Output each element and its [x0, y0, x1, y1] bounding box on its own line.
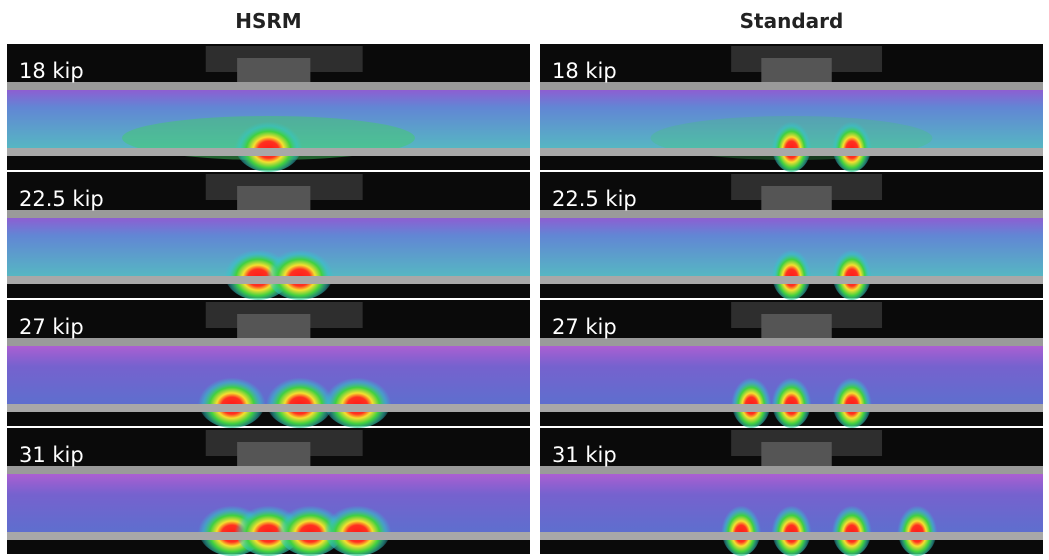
fixture [237, 58, 310, 82]
strain-hotspot [266, 244, 334, 300]
panel-label: 22.5 kip [19, 187, 104, 211]
fixture [237, 186, 310, 210]
panel-label: 18 kip [19, 59, 84, 83]
panel-label: 27 kip [552, 315, 617, 339]
strain-hotspot [323, 500, 391, 556]
strain-hotspot [897, 500, 937, 556]
beam-bottom-edge [7, 404, 530, 412]
strain-hotspot [772, 244, 812, 300]
strain-hotspot [323, 372, 391, 428]
panel-label: 31 kip [552, 443, 617, 467]
strain-hotspot [832, 372, 872, 428]
strain-hotspot [731, 372, 771, 428]
beam-bottom-edge [7, 148, 530, 156]
beam-bottom-edge [540, 148, 1043, 156]
strain-hotspot [721, 500, 761, 556]
strain-hotspot [832, 116, 872, 172]
strain-hotspot [772, 116, 812, 172]
strain-hotspot [198, 372, 266, 428]
beam-bottom-edge [540, 276, 1043, 284]
strain-hotspot [832, 244, 872, 300]
fixture [761, 58, 831, 82]
column-title: HSRM [235, 9, 301, 33]
panel-label: 22.5 kip [552, 187, 637, 211]
panel-label: 27 kip [19, 315, 84, 339]
beam-bottom-edge [7, 532, 530, 540]
strain-hotspot [772, 500, 812, 556]
fixture [237, 314, 310, 338]
panel-label: 31 kip [19, 443, 84, 467]
beam-bottom-edge [540, 404, 1043, 412]
column-title: Standard [740, 9, 844, 33]
beam-bottom-edge [7, 276, 530, 284]
fixture [761, 442, 831, 466]
panel-label: 18 kip [552, 59, 617, 83]
strain-hotspot [772, 372, 812, 428]
beam-bottom-edge [540, 532, 1043, 540]
fixture [237, 442, 310, 466]
fixture [761, 186, 831, 210]
fixture [761, 314, 831, 338]
strain-hotspot [235, 116, 303, 172]
figure: HSRM 18 kip 22.5 kip 27 kip 31 kip Standard 18… [0, 0, 1049, 560]
strain-hotspot [832, 500, 872, 556]
